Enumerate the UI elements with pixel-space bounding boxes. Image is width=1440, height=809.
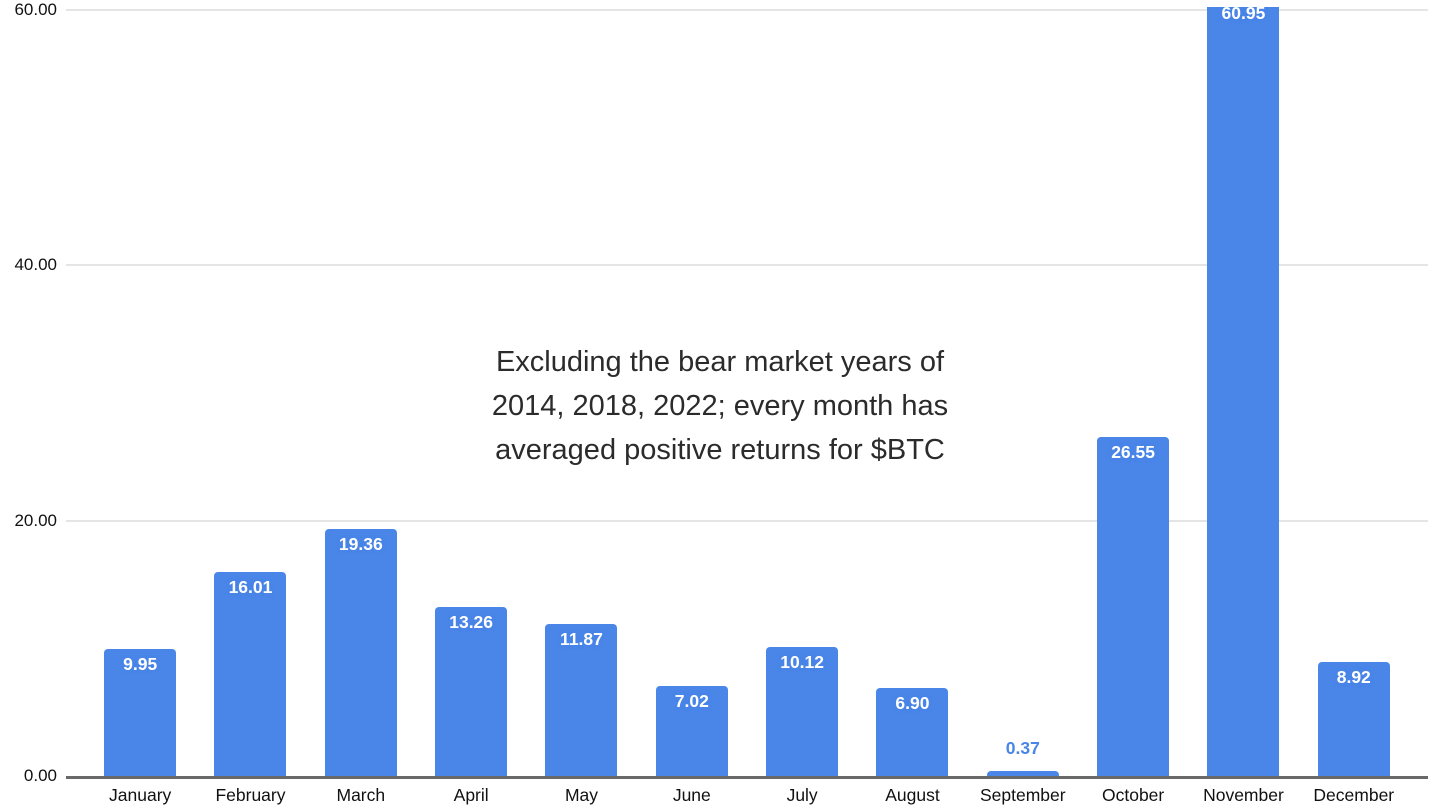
annotation-line: Excluding the bear market years of [495, 346, 945, 378]
bar-slot: 11.87 [526, 7, 636, 776]
bar-value-label: 13.26 [449, 611, 494, 632]
bar-value-label: 26.55 [1111, 442, 1155, 463]
x-axis-line [66, 776, 1428, 779]
bar-slot: 10.12 [747, 7, 857, 776]
bar-november: 60.95 [1207, 7, 1280, 776]
bar-slot: 9.95 [85, 7, 195, 776]
bar-slot: 13.26 [416, 7, 526, 776]
bar-value-label: 8.92 [1336, 667, 1371, 688]
bar-february: 16.01 [214, 571, 287, 776]
bar-value-label: 6.90 [895, 692, 930, 713]
bar-slot: 6.90 [857, 7, 967, 776]
bar-slot: 8.92 [1299, 7, 1409, 776]
x-axis-label: June [672, 785, 711, 805]
bar-january: 9.95 [104, 648, 177, 776]
bar-october: 26.55 [1097, 437, 1170, 776]
y-axis-tick-label: 40.00 [14, 255, 57, 275]
y-axis-tick-label: 0.00 [23, 766, 57, 785]
bar-july: 10.12 [766, 646, 839, 776]
bar-value-label: 0.37 [1005, 738, 1040, 759]
bar-slot: 0.37 [968, 7, 1078, 776]
bar-june: 7.02 [655, 686, 728, 776]
x-axis-label: July [786, 785, 818, 805]
bar-december: 8.92 [1317, 662, 1390, 776]
gridline [66, 519, 1428, 522]
annotation-line: averaged positive returns for $BTC [495, 434, 945, 466]
bar-slot: 60.95 [1188, 7, 1298, 776]
bar-value-label: 10.12 [780, 651, 825, 672]
annotation-line: 2014, 2018, 2022; every month has [491, 390, 949, 422]
x-axis-label: May [564, 785, 598, 805]
bar-slot: 7.02 [637, 7, 747, 776]
x-axis-label: August [885, 785, 940, 805]
annotation: Excluding the bear market years of 2014,… [492, 340, 948, 472]
plot-area: 9.95 16.01 19.36 13.26 11.87 7.02 10.12 6.90 0.3… [85, 7, 1409, 776]
bar-slot: 26.55 [1078, 7, 1188, 776]
gridline [66, 264, 1428, 267]
y-axis-tick-label: 60.00 [14, 0, 57, 19]
bar-value-label: 16.01 [228, 576, 273, 597]
bar-slot: 16.01 [195, 7, 305, 776]
gridline [66, 9, 1428, 11]
bar-may: 11.87 [545, 624, 618, 776]
bar-value-label: 19.36 [338, 533, 383, 554]
x-axis-label: September [979, 785, 1066, 805]
x-axis-label: October [1101, 785, 1165, 805]
x-axis-label: November [1203, 785, 1284, 805]
bar-slot: 19.36 [306, 7, 416, 776]
bar-value-label: 9.95 [123, 653, 158, 674]
x-axis-label: January [109, 785, 172, 805]
bar-value-label: 60.95 [1221, 7, 1266, 23]
x-axis-labels: January February March April May June July Augu… [85, 785, 1409, 806]
bar-march: 19.36 [324, 528, 397, 776]
x-axis-label: April [453, 785, 489, 805]
bar-value-label: 11.87 [560, 629, 603, 650]
x-axis-label: December [1313, 785, 1395, 805]
bar-september: 0.37 [986, 738, 1059, 776]
bar-april: 13.26 [435, 606, 508, 776]
bar-august: 6.90 [876, 687, 949, 776]
y-axis-tick-label: 20.00 [14, 510, 57, 530]
bar-value-label: 7.02 [674, 691, 709, 712]
x-axis-label: March [336, 785, 386, 805]
x-axis-label: February [215, 785, 286, 805]
